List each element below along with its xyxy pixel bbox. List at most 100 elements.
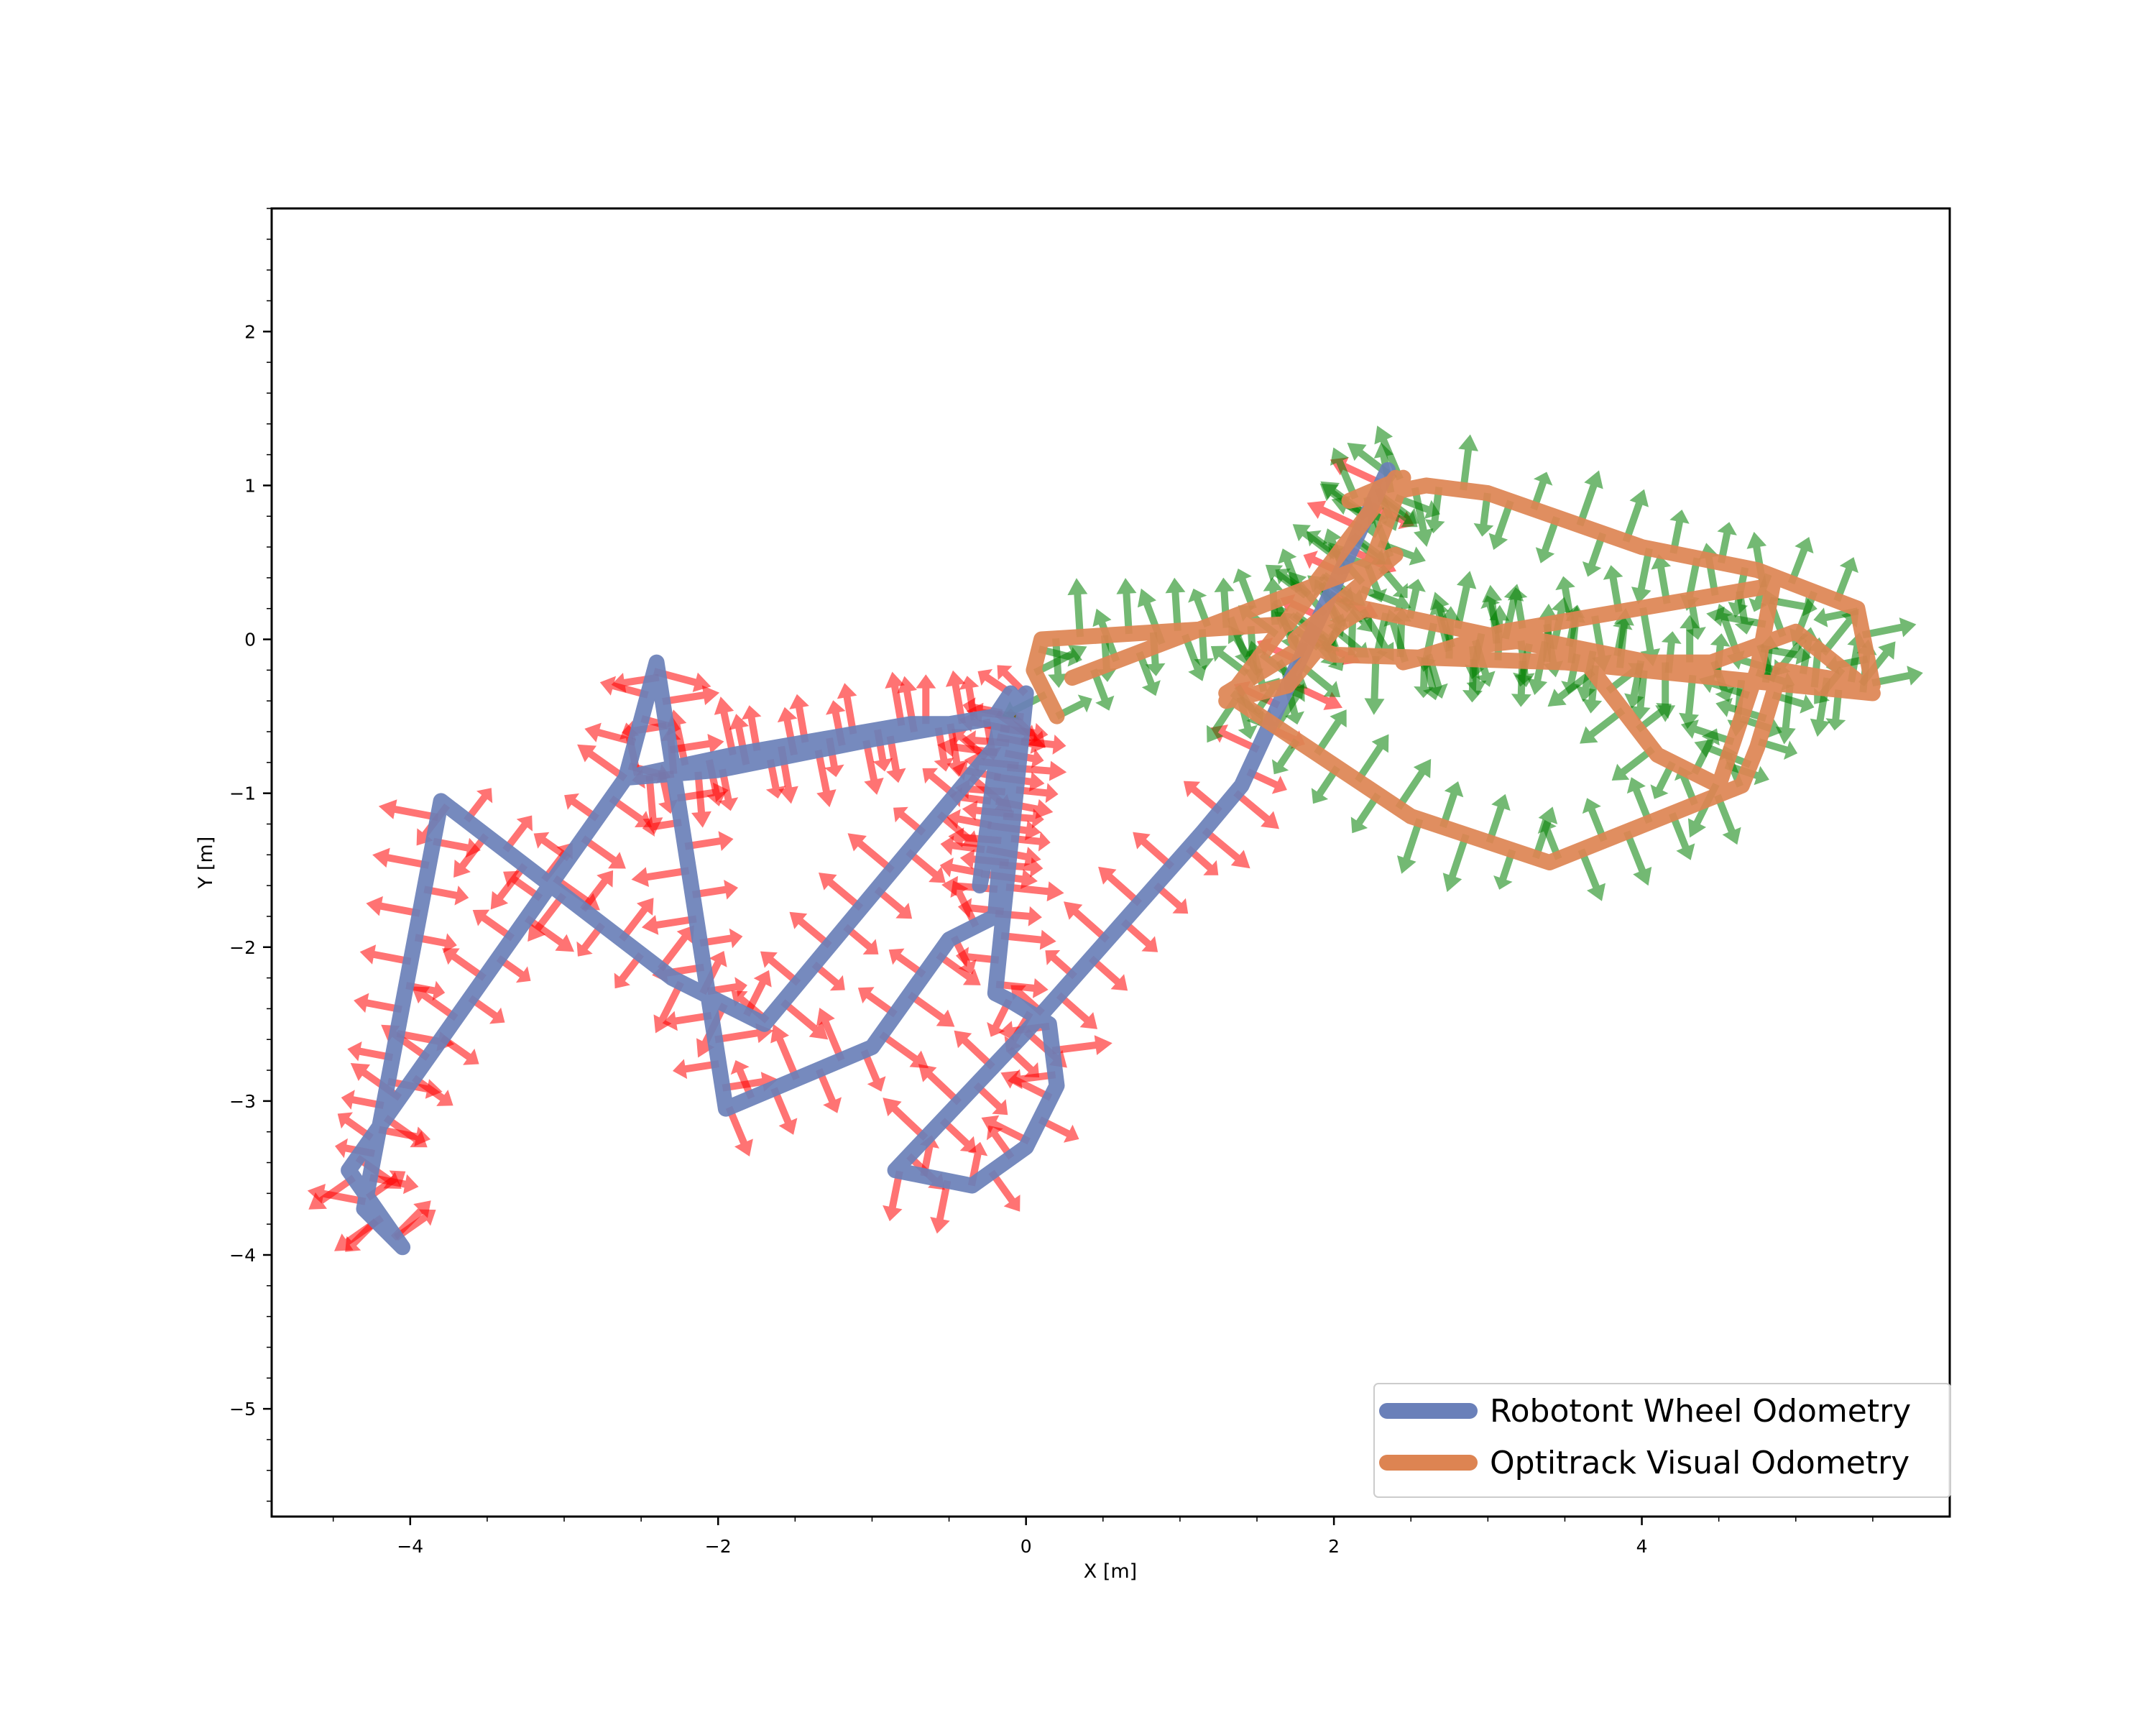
wheel-odometry-arrow <box>341 1090 384 1110</box>
wheel-odometry-arrow <box>440 1035 479 1065</box>
wheel-odometry-arrow <box>967 1141 988 1187</box>
optitrack-arrow <box>1090 668 1115 711</box>
wheel-odometry-arrow <box>383 1115 428 1148</box>
optitrack-arrow <box>1397 818 1424 874</box>
wheel-odometry-arrow <box>614 952 644 989</box>
wheel-odometry-arrow <box>847 833 895 873</box>
wheel-odometry-arrow <box>641 915 697 935</box>
wheel-odometry-arrow <box>1210 724 1260 753</box>
wheel-odometry-arrow <box>816 1008 845 1062</box>
wheel-odometry-arrow <box>789 911 832 949</box>
wheel-odometry-arrow <box>423 886 469 906</box>
wheel-odometry-arrow <box>743 970 772 1017</box>
wheel-odometry-arrow <box>1246 768 1287 794</box>
optitrack-arrow <box>1314 709 1347 756</box>
optitrack-arrow <box>1576 470 1603 527</box>
wheel-odometry-arrow <box>1153 882 1189 914</box>
wheel-odometry-arrow <box>843 924 879 954</box>
wheel-odometry-arrow <box>394 1209 436 1241</box>
optitrack-arrow <box>1406 579 1426 620</box>
wheel-odometry-arrow <box>658 925 694 972</box>
wheel-odometry-arrow <box>619 898 654 942</box>
optitrack-arrow <box>1758 738 1798 760</box>
wheel-odometry-arrow <box>934 727 954 772</box>
optitrack-arrow <box>1769 597 1818 617</box>
y-tick-label: 0 <box>244 630 256 650</box>
legend-label-robotont: Robotont Wheel Odometry <box>1490 1393 1911 1430</box>
optitrack-arrow <box>1278 548 1303 593</box>
wheel-odometry-arrow <box>581 835 626 869</box>
wheel-odometry-arrow <box>609 795 652 827</box>
optitrack-arrow <box>1271 738 1300 775</box>
wheel-odometry-arrow <box>414 933 457 953</box>
wheel-odometry-arrow <box>814 749 837 808</box>
optitrack-arrow <box>1655 662 1676 722</box>
wheel-odometry-arrow <box>955 947 1000 967</box>
optitrack-arrow <box>1210 645 1250 676</box>
optitrack-arrow <box>1188 588 1212 627</box>
optitrack-arrow <box>1820 608 1859 656</box>
optitrack-arrow <box>1680 719 1735 745</box>
wheel-odometry-arrow <box>1133 832 1175 870</box>
wheel-odometry-arrow <box>347 1041 394 1062</box>
optitrack-arrow <box>1861 617 1917 639</box>
optitrack-arrow <box>1355 734 1389 783</box>
optitrack-arrow <box>1350 792 1381 834</box>
legend-label-optitrack: Optitrack Visual Odometry <box>1490 1445 1909 1481</box>
y-axis-label: Y [m] <box>195 837 217 889</box>
wheel-odometry-arrow <box>1038 1116 1079 1143</box>
wheel-odometry-arrow <box>378 799 439 822</box>
y-tick-label: −1 <box>229 783 256 804</box>
wheel-odometry-arrow <box>354 993 402 1013</box>
optitrack-arrow <box>1067 578 1088 638</box>
x-axis-label: X [m] <box>1084 1560 1137 1583</box>
wheel-odometry-arrow <box>886 735 906 783</box>
axis-ticks: −4 −2 0 2 4 −5 −4 −3 −2 −1 0 1 2 <box>229 208 1874 1557</box>
wheel-odometry-arrow <box>442 948 487 981</box>
optitrack-arrow <box>1135 650 1161 696</box>
optitrack-arrow <box>1555 576 1575 621</box>
wheel-odometry-arrow <box>337 1112 374 1141</box>
y-tick-label: 1 <box>244 475 256 496</box>
wheel-odometry-arrow <box>577 744 627 782</box>
optitrack-arrow <box>1330 447 1359 500</box>
optitrack-arrow <box>1507 587 1528 630</box>
wheel-odometry-arrow <box>770 1024 800 1081</box>
optitrack-arrow <box>1639 607 1661 667</box>
optitrack-arrow <box>1717 522 1737 564</box>
optitrack-arrow <box>1473 492 1494 537</box>
optitrack-arrow <box>1395 758 1432 810</box>
plot-frame <box>270 207 1951 1518</box>
wheel-odometry-arrow <box>930 1179 952 1234</box>
wheel-odometry-arrow <box>730 1060 755 1100</box>
wheel-odometry-arrow <box>553 875 600 911</box>
wheel-odometry-arrow <box>789 694 809 743</box>
optitrack-arrow <box>1651 553 1671 604</box>
wheel-odometry-arrow <box>714 696 737 756</box>
wheel-odometry-arrow <box>816 1068 842 1113</box>
optitrack-arrow <box>1714 604 1741 655</box>
wheel-odometry-arrow <box>692 880 738 900</box>
optitrack-arrow <box>1511 661 1531 707</box>
wheel-odometry-arrow <box>885 671 906 727</box>
optitrack-arrow <box>1532 806 1558 860</box>
optitrack-arrow <box>1462 659 1483 703</box>
optitrack-arrow <box>1674 766 1698 806</box>
x-tick-label: 0 <box>1021 1536 1032 1557</box>
wheel-odometry-arrow <box>653 668 711 692</box>
wheel-odometry-arrow <box>653 980 684 1034</box>
wheel-odometry-arrow <box>1307 500 1363 531</box>
wheel-odometry-arrow <box>725 1105 753 1156</box>
wheel-odometry-arrow <box>524 915 574 952</box>
wheel-odometry-arrow <box>533 832 571 862</box>
wheel-odometry-arrow <box>1064 901 1110 943</box>
wheel-odometry-arrow <box>412 1075 453 1106</box>
optitrack-arrow <box>1775 684 1796 745</box>
y-tick-label: −5 <box>229 1399 256 1420</box>
wheel-odometry-arrow <box>372 847 430 869</box>
wheel-odometry-arrow <box>662 1011 712 1031</box>
wheel-odometry-arrow <box>490 862 528 910</box>
optitrack-arrow <box>1871 666 1923 687</box>
x-tick-label: 2 <box>1328 1536 1340 1557</box>
wheel-odometry-arrow <box>631 867 690 887</box>
